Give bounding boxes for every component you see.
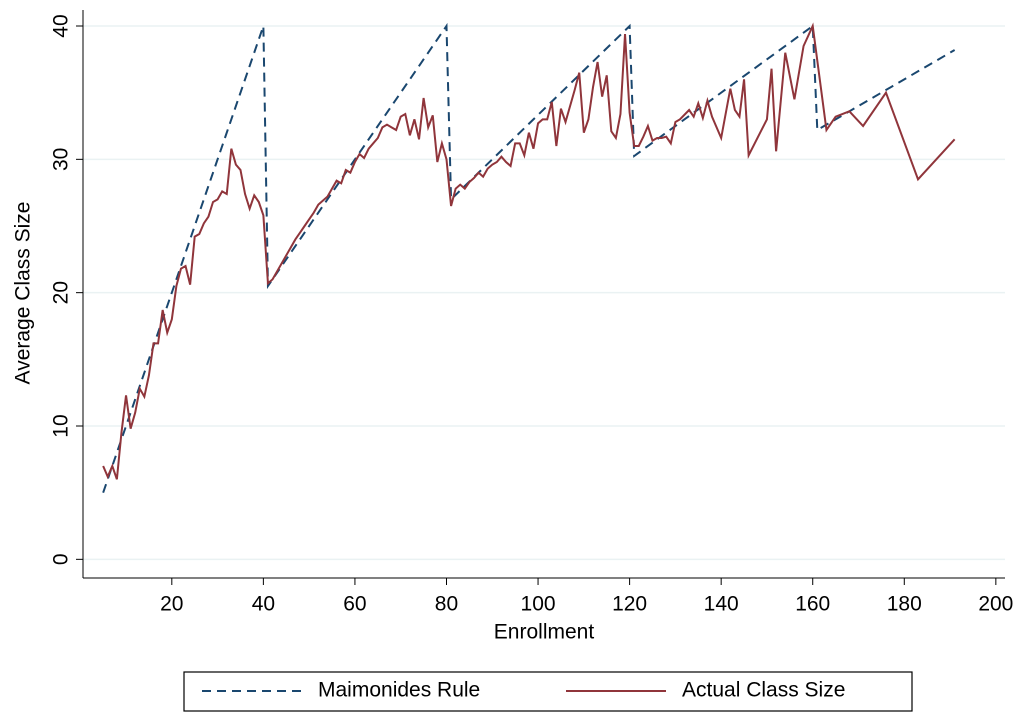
x-tick-label: 180	[887, 593, 922, 616]
x-axis-title: Enrollment	[494, 621, 595, 644]
x-tick-label: 200	[978, 593, 1013, 616]
series-line	[102, 22, 956, 480]
legend-label: Maimonides Rule	[318, 679, 480, 702]
y-tick-label: 40	[50, 14, 73, 37]
x-tick-label: 120	[612, 593, 647, 616]
y-tick-label: 0	[50, 553, 73, 565]
x-tick-label: 20	[160, 593, 183, 616]
y-tick-label: 30	[50, 148, 73, 171]
y-axis-title: Average Class Size	[12, 202, 35, 385]
x-tick-label: 80	[435, 593, 458, 616]
series-line	[102, 22, 956, 493]
x-tick-label: 140	[704, 593, 739, 616]
x-tick-label: 60	[343, 593, 366, 616]
x-tick-label: 40	[252, 593, 275, 616]
x-tick-label: 160	[795, 593, 830, 616]
y-tick-label: 10	[50, 414, 73, 437]
y-tick-label: 20	[50, 281, 73, 304]
legend-box	[183, 671, 913, 712]
x-tick-label: 100	[521, 593, 556, 616]
legend-label: Actual Class Size	[682, 679, 845, 702]
